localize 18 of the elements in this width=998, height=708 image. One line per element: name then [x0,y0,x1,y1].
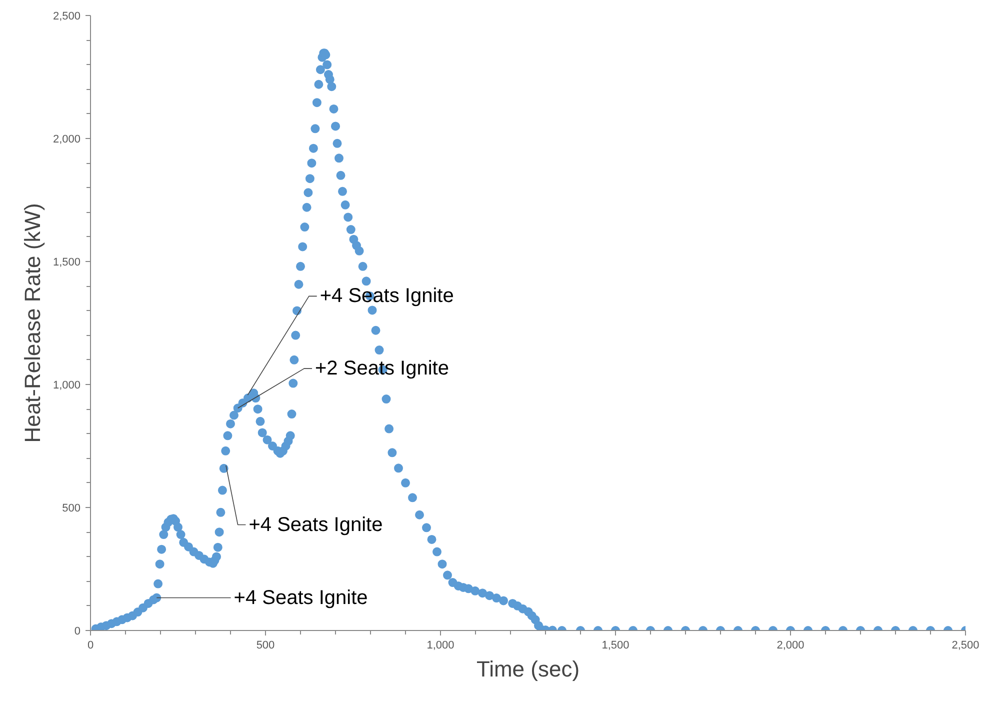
x-tick-label: 1,000 [426,640,454,652]
annotation: +2 Seats Ignite [315,358,449,380]
x-tick-label: 2,000 [776,640,804,652]
x-tick-label: 2,500 [952,640,980,652]
y-axis-title: Heat-Release Rate (kW) [20,203,45,443]
x-axis-title: Time (sec) [476,656,580,682]
y-tick-label: 2,500 [52,10,81,22]
x-tick-label: 1,500 [602,640,630,652]
annotation: +4 Seats Ignite [234,586,368,609]
x-tick-label: 500 [256,640,275,652]
x-tick-label: 0 [87,640,94,652]
y-tick-label: 2,000 [52,134,81,146]
annotation: +4 Seats Ignite [248,514,383,536]
y-tick-label: 1,000 [52,380,81,392]
y-tick-label: 1,500 [52,256,81,268]
y-tick-label: 0 [74,626,81,638]
annotation: +4 Seats Ignite [320,285,454,308]
y-tick-label: 500 [62,502,81,514]
